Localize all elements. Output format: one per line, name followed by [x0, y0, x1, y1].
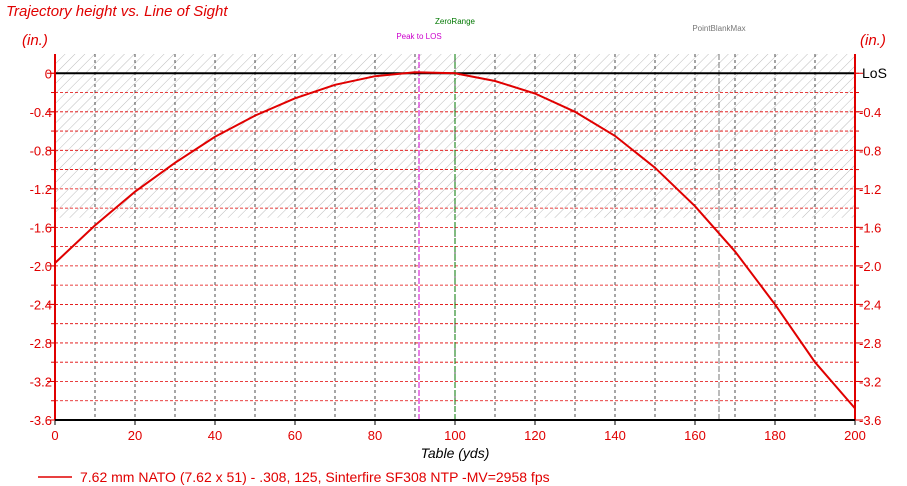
- y-tick-label-right: -3.2: [859, 374, 881, 389]
- x-tick-label: 20: [128, 428, 142, 443]
- y-tick-label-right: -2.0: [859, 259, 881, 274]
- y-tick-label-left: -0.4: [30, 105, 52, 120]
- chart-title: Trajectory height vs. Line of Sight: [6, 3, 228, 20]
- y-tick-label-left: -1.6: [30, 220, 52, 235]
- x-tick-label: 0: [51, 428, 58, 443]
- x-tick-label: 140: [604, 428, 626, 443]
- y-tick-label-left: -0.8: [30, 143, 52, 158]
- y-tick-label-right: -2.8: [859, 336, 881, 351]
- y-tick-label-left: 0: [45, 66, 52, 81]
- left-axis-unit: (in.): [22, 32, 48, 49]
- x-tick-label: 60: [288, 428, 302, 443]
- y-tick-label-left: -2.0: [30, 259, 52, 274]
- y-tick-label-left: -3.6: [30, 413, 52, 428]
- trajectory-line: [54, 71, 856, 410]
- x-tick-label: 160: [684, 428, 706, 443]
- grid: [55, 54, 855, 420]
- legend-entry: 7.62 mm NATO (7.62 x 51) - .308, 125, Si…: [80, 469, 550, 485]
- x-tick-label: 200: [844, 428, 866, 443]
- x-tick-label: 80: [368, 428, 382, 443]
- marker-label: ZeroRange: [435, 17, 476, 26]
- x-axis-label: Table (yds): [421, 445, 490, 461]
- y-tick-label-right: -2.4: [859, 297, 881, 312]
- y-tick-label-left: -2.8: [30, 336, 52, 351]
- y-tick-label-right: -0.8: [859, 143, 881, 158]
- y-tick-label-right: -1.2: [859, 182, 881, 197]
- y-tick-label-left: -2.4: [30, 297, 52, 312]
- x-tick-label: 120: [524, 428, 546, 443]
- los-label: LoS: [862, 65, 887, 81]
- tick-labels: 0 20 40 60 80 100 120 140 160 180 200 0 -0.4 -0.4 -0.8…: [30, 66, 882, 443]
- marker-lines: Peak to LOS ZeroRange PointBlankMax: [396, 17, 746, 420]
- y-tick-label-right: -1.6: [859, 220, 881, 235]
- x-tick-label: 40: [208, 428, 222, 443]
- y-tick-label-left: -1.2: [30, 182, 52, 197]
- y-tick-label-left: -3.2: [30, 374, 52, 389]
- x-tick-label: 180: [764, 428, 786, 443]
- right-axis-unit: (in.): [860, 32, 886, 49]
- marker-label: PointBlankMax: [692, 24, 745, 33]
- y-tick-label-right: -3.6: [859, 413, 881, 428]
- marker-label: Peak to LOS: [396, 32, 441, 41]
- x-tick-label: 100: [444, 428, 466, 443]
- y-tick-label-right: -0.4: [859, 105, 881, 120]
